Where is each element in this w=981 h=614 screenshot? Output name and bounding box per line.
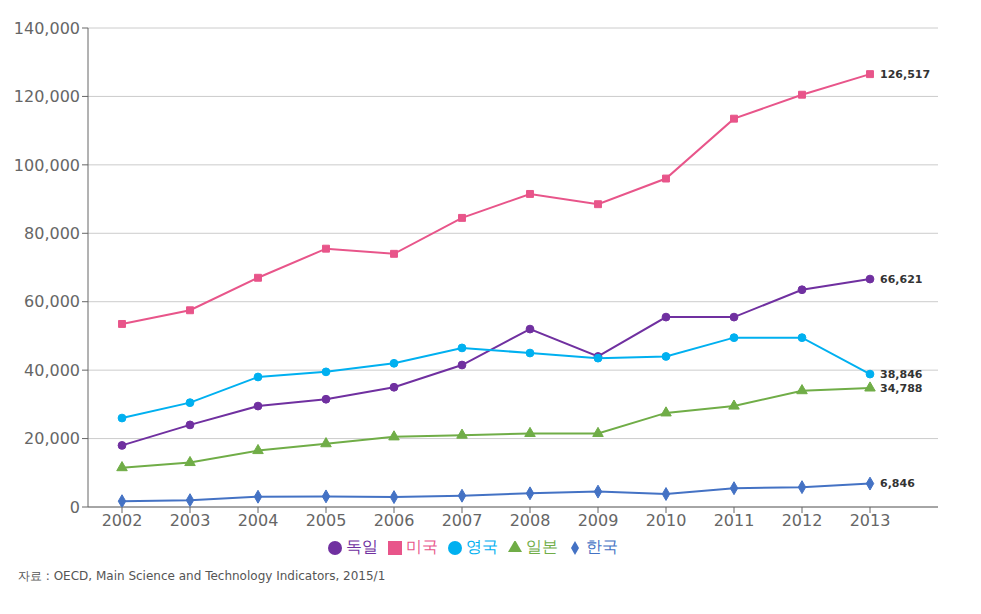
svg-text:2006: 2006 [374, 511, 415, 530]
svg-text:2005: 2005 [306, 511, 347, 530]
html-text:독일: 독일 [346, 537, 378, 556]
svg-text:2002: 2002 [102, 511, 143, 530]
svg-text:40,000: 40,000 [24, 361, 80, 380]
svg-text:140,000: 140,000 [14, 19, 80, 38]
html-text:미국: 미국 [406, 537, 438, 556]
svg-text:2013: 2013 [850, 511, 891, 530]
svg-text:80,000: 80,000 [24, 224, 80, 243]
svg-text:34,788: 34,788 [880, 382, 922, 395]
html-text:자료 : OECD, Main Science and Te: 자료 : OECD, Main Science and Technology I… [18, 569, 386, 583]
svg-text:66,621: 66,621 [880, 273, 922, 286]
html-text:영국: 영국 [466, 537, 498, 556]
svg-text:38,846: 38,846 [880, 368, 923, 381]
svg-text:2003: 2003 [170, 511, 211, 530]
html-text:한국: 한국 [586, 537, 618, 556]
svg-text:2007: 2007 [442, 511, 483, 530]
svg-text:60,000: 60,000 [24, 292, 80, 311]
svg-text:2008: 2008 [510, 511, 551, 530]
svg-text:20,000: 20,000 [24, 429, 80, 448]
html-text:일본: 일본 [526, 537, 558, 556]
svg-text:2011: 2011 [714, 511, 755, 530]
svg-text:126,517: 126,517 [880, 68, 930, 81]
svg-text:100,000: 100,000 [14, 156, 80, 175]
svg-text:6,846: 6,846 [880, 477, 915, 490]
svg-text:2009: 2009 [578, 511, 619, 530]
svg-text:2012: 2012 [782, 511, 823, 530]
svg-text:0: 0 [70, 498, 80, 517]
svg-text:2004: 2004 [238, 511, 279, 530]
svg-text:120,000: 120,000 [14, 87, 80, 106]
svg-text:2010: 2010 [646, 511, 687, 530]
